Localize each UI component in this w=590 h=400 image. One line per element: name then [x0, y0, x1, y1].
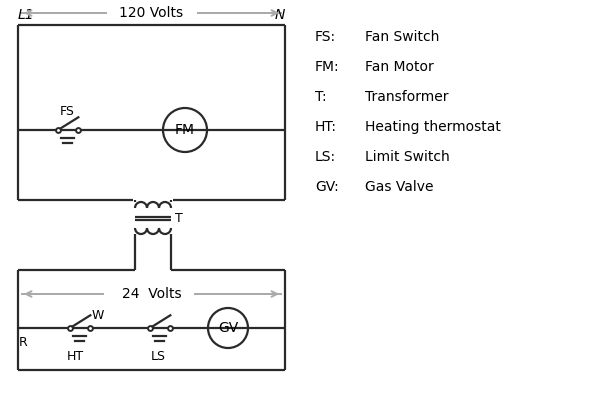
Text: GV:: GV: — [315, 180, 339, 194]
Text: R: R — [19, 336, 28, 349]
Text: GV: GV — [218, 321, 238, 335]
Text: Fan Motor: Fan Motor — [365, 60, 434, 74]
Text: Gas Valve: Gas Valve — [365, 180, 434, 194]
Text: HT:: HT: — [315, 120, 337, 134]
Text: HT: HT — [67, 350, 84, 363]
Text: Transformer: Transformer — [365, 90, 448, 104]
Text: L1: L1 — [18, 8, 35, 22]
Text: Heating thermostat: Heating thermostat — [365, 120, 501, 134]
Text: 120 Volts: 120 Volts — [119, 6, 183, 20]
Text: Limit Switch: Limit Switch — [365, 150, 450, 164]
Text: LS:: LS: — [315, 150, 336, 164]
Text: LS: LS — [150, 350, 166, 363]
Text: W: W — [92, 309, 104, 322]
Text: 24  Volts: 24 Volts — [122, 287, 181, 301]
Text: T:: T: — [315, 90, 327, 104]
Text: FS:: FS: — [315, 30, 336, 44]
Text: FM: FM — [175, 123, 195, 137]
Text: FS: FS — [60, 105, 75, 118]
Text: N: N — [274, 8, 285, 22]
Text: FM:: FM: — [315, 60, 340, 74]
Text: T: T — [175, 212, 183, 225]
Text: Fan Switch: Fan Switch — [365, 30, 440, 44]
